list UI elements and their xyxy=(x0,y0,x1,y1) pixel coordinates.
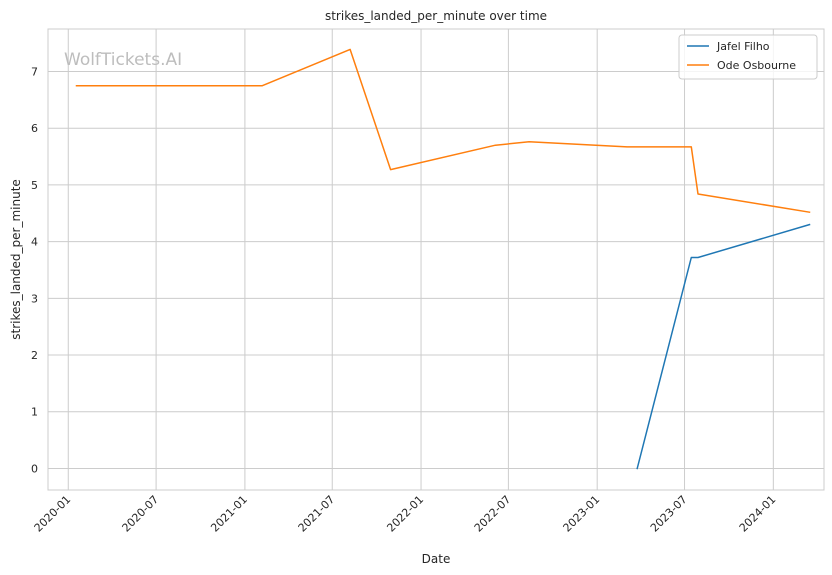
y-tick-label: 7 xyxy=(31,66,38,79)
y-tick-label: 6 xyxy=(31,122,38,135)
y-tick-label: 2 xyxy=(31,349,38,362)
plot-area xyxy=(48,29,824,490)
y-tick-label: 0 xyxy=(31,462,38,475)
legend-label: Jafel Filho xyxy=(716,40,770,53)
grid xyxy=(48,29,824,490)
y-tick-label: 4 xyxy=(31,236,38,249)
legend-box xyxy=(678,34,818,80)
series-line xyxy=(75,48,811,214)
y-tick-label: 3 xyxy=(31,292,38,305)
chart-title: strikes_landed_per_minute over time xyxy=(325,9,547,23)
y-tick-label: 5 xyxy=(31,179,38,192)
x-axis-label: Date xyxy=(422,552,451,566)
legend-label: Ode Osbourne xyxy=(717,59,796,72)
legend: Jafel Filho Ode Osbourne xyxy=(678,34,818,80)
series-line xyxy=(636,223,811,470)
plot-frame xyxy=(47,28,825,491)
y-axis-label: strikes_landed_per_minute xyxy=(9,179,23,340)
series-layer xyxy=(75,48,811,470)
watermark: WolfTickets.AI xyxy=(64,50,182,70)
y-tick-labels: 0 1 2 3 4 5 6 7 xyxy=(31,66,38,476)
y-tick-label: 1 xyxy=(31,406,38,419)
